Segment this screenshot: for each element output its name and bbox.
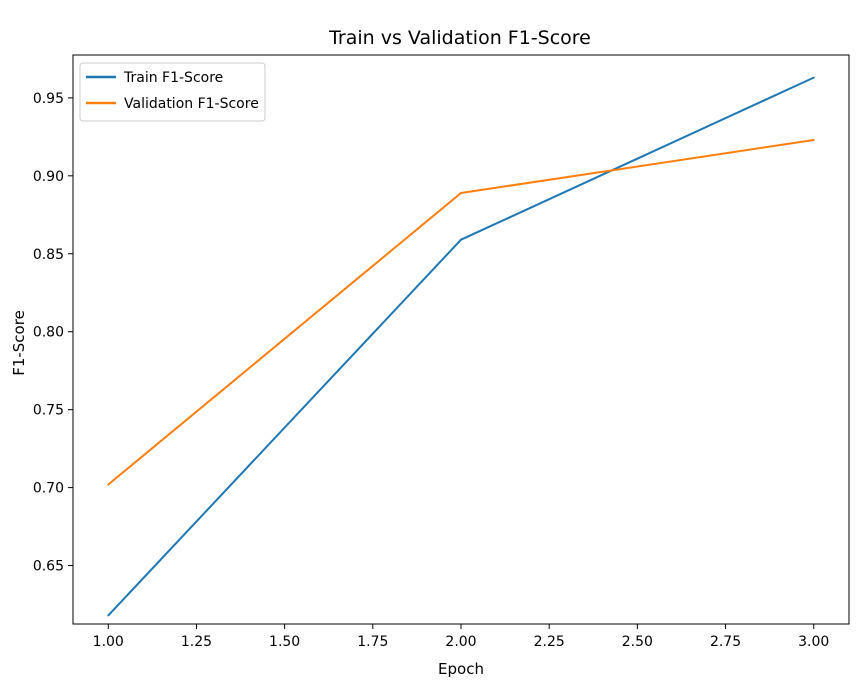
y-tick-label: 0.75: [33, 403, 64, 419]
x-axis: 1.00 1.25 1.50 1.75 2.00 2.25 2.50 2.75 3.00: [93, 624, 829, 650]
plot-area-frame: [72, 54, 850, 625]
x-tick-label: 2.50: [622, 634, 653, 650]
x-tick-label: 1.75: [357, 634, 388, 650]
series-line-validation: [107, 139, 814, 486]
data-point: [107, 614, 110, 617]
y-axis-label: F1-Score: [10, 310, 28, 376]
y-tick-label: 0.95: [33, 91, 64, 107]
x-axis-label: Epoch: [438, 660, 484, 678]
y-tick-label: 0.65: [33, 559, 64, 575]
data-point: [107, 483, 110, 486]
y-tick-label: 0.80: [33, 325, 64, 341]
x-tick-label: 2.00: [445, 634, 476, 650]
chart-title: Train vs Validation F1-Score: [328, 27, 591, 49]
x-tick-label: 1.00: [93, 634, 124, 650]
data-point: [460, 238, 462, 241]
y-axis: 0.65 0.70 0.75 0.80 0.85 0.90 0.95: [33, 91, 73, 575]
x-tick-label: 2.25: [534, 634, 565, 650]
legend-box: [79, 62, 266, 122]
data-point: [460, 191, 462, 194]
x-tick-label: 1.50: [269, 634, 300, 650]
data-point: [812, 76, 815, 79]
series-line-train: [107, 76, 815, 617]
y-tick-label: 0.85: [33, 247, 64, 263]
data-point: [812, 138, 815, 141]
x-tick-label: 3.00: [798, 634, 829, 650]
series-lines: [107, 76, 815, 617]
y-tick-label: 0.70: [33, 481, 64, 497]
legend-label-train: Train F1-Score: [123, 70, 223, 86]
x-tick-label: 1.25: [181, 634, 212, 650]
x-tick-label: 2.75: [710, 634, 741, 650]
y-tick-label: 0.90: [33, 169, 64, 185]
legend-label-validation: Validation F1-Score: [124, 96, 259, 112]
legend: Train F1-Score Validation F1-Score: [79, 62, 266, 122]
